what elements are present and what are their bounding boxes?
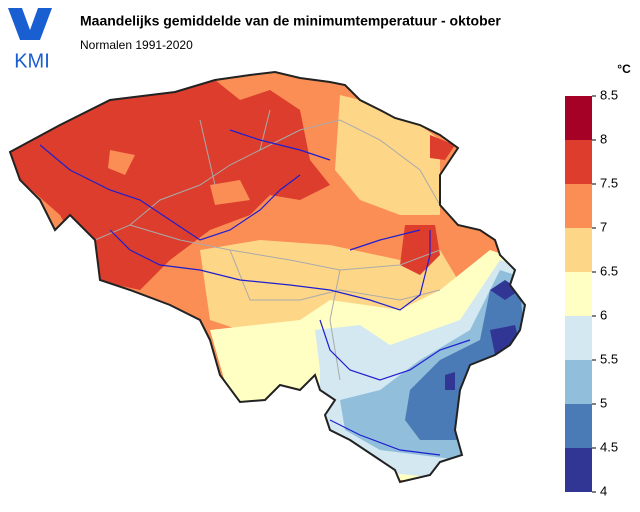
legend-swatch — [565, 448, 592, 492]
legend-tick-label: 5.5 — [600, 351, 618, 366]
rivers — [39, 129, 471, 456]
legend-tick-label: 5 — [600, 395, 607, 410]
legend-tick-label: 6.5 — [600, 263, 618, 278]
legend: 4 4.5 5 5.5 6 6.5 7 7.5 8 8.5 — [565, 87, 618, 498]
legend-tick-label: 6 — [600, 307, 607, 322]
logo-text: KMI — [14, 50, 50, 72]
map-region — [200, 95, 470, 330]
temperature-map — [10, 72, 525, 482]
legend-tick-label: 4 — [600, 483, 607, 498]
legend-unit: °C — [617, 62, 631, 76]
legend-tick-label: 8 — [600, 131, 607, 146]
legend-tick-label: 4.5 — [600, 439, 618, 454]
province-borders — [94, 109, 441, 381]
legend-tick-label: 7.5 — [600, 175, 618, 190]
logo: KMI — [8, 8, 52, 72]
title: Maandelijks gemiddelde van de minimumtem… — [80, 13, 501, 29]
legend-swatch — [565, 96, 592, 140]
map-region — [405, 290, 525, 440]
legend-swatch — [565, 404, 592, 448]
legend-tick-label: 7 — [600, 219, 607, 234]
legend-tick-label: 8.5 — [600, 87, 618, 102]
legend-swatch — [565, 228, 592, 272]
legend-swatch — [565, 316, 592, 360]
legend-swatch — [565, 140, 592, 184]
legend-swatch — [565, 360, 592, 404]
subtitle: Normalen 1991-2020 — [80, 38, 193, 52]
legend-swatch — [565, 184, 592, 228]
legend-swatch — [565, 272, 592, 316]
map-region — [445, 280, 520, 390]
map-region — [108, 150, 250, 205]
